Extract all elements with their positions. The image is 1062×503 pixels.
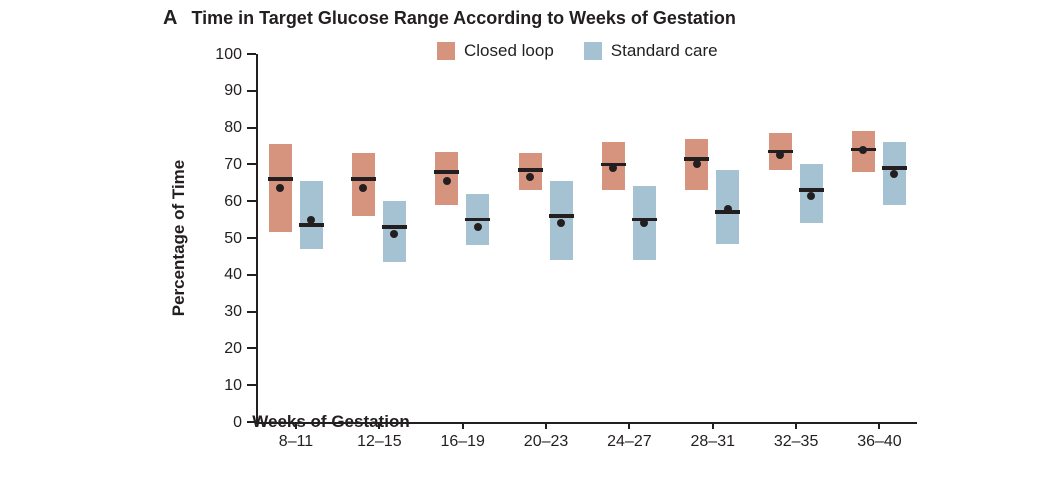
x-axis-tick-label: 20–23 (523, 433, 569, 450)
y-axis-tick-label: 70 (224, 155, 242, 173)
standard-care-mean-dot (557, 219, 566, 228)
standard-care-iqr-bar (299, 180, 323, 250)
closed-loop-median-line (434, 170, 460, 174)
x-axis-tick (795, 422, 798, 429)
y-axis-tick (247, 273, 256, 276)
chart-legend: Closed loop Standard care (437, 41, 718, 61)
y-axis-tick (247, 237, 256, 239)
y-axis-tick-label: 50 (224, 229, 242, 247)
x-axis-tick-label: 16–19 (440, 433, 485, 450)
y-axis-line (256, 54, 258, 424)
y-axis-tick (247, 89, 256, 92)
x-axis-tick (378, 422, 381, 429)
standard-care-median-line (298, 223, 324, 227)
x-axis-tick (295, 422, 297, 429)
x-axis-tick-label: 32–35 (773, 433, 819, 450)
closed-loop-median-line (684, 157, 710, 161)
closed-loop-median-line (517, 168, 543, 172)
standard-care-mean-dot (307, 215, 315, 224)
standard-care-median-line (381, 225, 407, 229)
standard-care-median-line (548, 214, 574, 218)
x-axis-tick-label: 36–40 (857, 433, 902, 450)
closed-loop-mean-dot (526, 173, 535, 182)
x-axis-tick (878, 422, 881, 429)
closed-loop-mean-dot (776, 151, 785, 160)
legend-item-1: Standard care (583, 41, 718, 61)
y-axis-tick (247, 163, 256, 166)
x-axis-title: Weeks of Gestation (252, 412, 410, 431)
y-axis-tick-label: 10 (224, 376, 242, 394)
x-axis-tick-label: 24–27 (607, 433, 652, 450)
standard-care-mean-dot (807, 191, 816, 200)
y-axis-tick (247, 347, 256, 350)
plot-area: 0 10 20 30 40 50 60 70 80 90 100 8–11 12–15 16–19 20–2… (215, 46, 917, 450)
y-axis-tick (247, 200, 256, 203)
y-axis-tick-label: 0 (233, 413, 242, 431)
standard-care-mean-dot (890, 169, 899, 178)
legend-swatch-icon (437, 42, 455, 60)
closed-loop-mean-dot (859, 145, 868, 154)
x-axis-tick (628, 422, 631, 429)
closed-loop-mean-dot (359, 184, 368, 193)
closed-loop-median-line (267, 177, 293, 181)
figure-title-row: A Time in Target Glucose Range According… (163, 6, 736, 30)
figure-title: Time in Target Glucose Range According t… (191, 8, 736, 28)
y-axis-tick (247, 421, 256, 423)
closed-loop-mean-dot (609, 164, 618, 173)
standard-care-median-line (881, 166, 907, 170)
x-axis-tick (461, 422, 464, 429)
y-axis-tick-label: 80 (224, 119, 242, 137)
closed-loop-mean-dot (692, 160, 701, 169)
y-axis-tick-label: 30 (224, 303, 242, 321)
x-axis-line (256, 422, 917, 424)
standard-care-mean-dot (640, 219, 649, 228)
y-axis-tick (247, 384, 256, 387)
y-axis-tick-label: 60 (224, 192, 242, 210)
closed-loop-mean-dot (442, 176, 451, 185)
legend-label: Closed loop (464, 41, 554, 60)
y-axis-tick (247, 310, 256, 313)
y-axis-tick-label: 90 (224, 82, 242, 100)
closed-loop-mean-dot (276, 184, 284, 193)
closed-loop-median-line (350, 177, 376, 181)
y-axis-tick-label: 100 (215, 45, 242, 63)
legend-item-0: Closed loop (437, 41, 554, 61)
x-axis-tick (545, 422, 548, 429)
x-axis-tick-label: 8–11 (278, 433, 314, 450)
standard-care-mean-dot (473, 222, 482, 231)
legend-swatch-icon (583, 42, 602, 60)
standard-care-median-line (798, 188, 824, 192)
y-axis-tick-label: 20 (224, 339, 242, 357)
standard-care-mean-dot (723, 204, 732, 213)
legend-label: Standard care (610, 41, 718, 60)
standard-care-mean-dot (390, 230, 399, 239)
x-axis-tick-label: 12–15 (357, 433, 402, 450)
y-axis-title: Percentage of Time (169, 159, 188, 317)
panel-label: A (163, 7, 178, 29)
standard-care-median-line (465, 217, 491, 222)
closed-loop-iqr-bar (518, 153, 542, 191)
x-axis-tick (711, 422, 714, 429)
y-axis-tick (247, 53, 256, 55)
y-axis-tick (247, 126, 256, 129)
x-axis-tick-label: 28–31 (690, 433, 736, 450)
y-axis-tick-label: 40 (224, 266, 242, 284)
